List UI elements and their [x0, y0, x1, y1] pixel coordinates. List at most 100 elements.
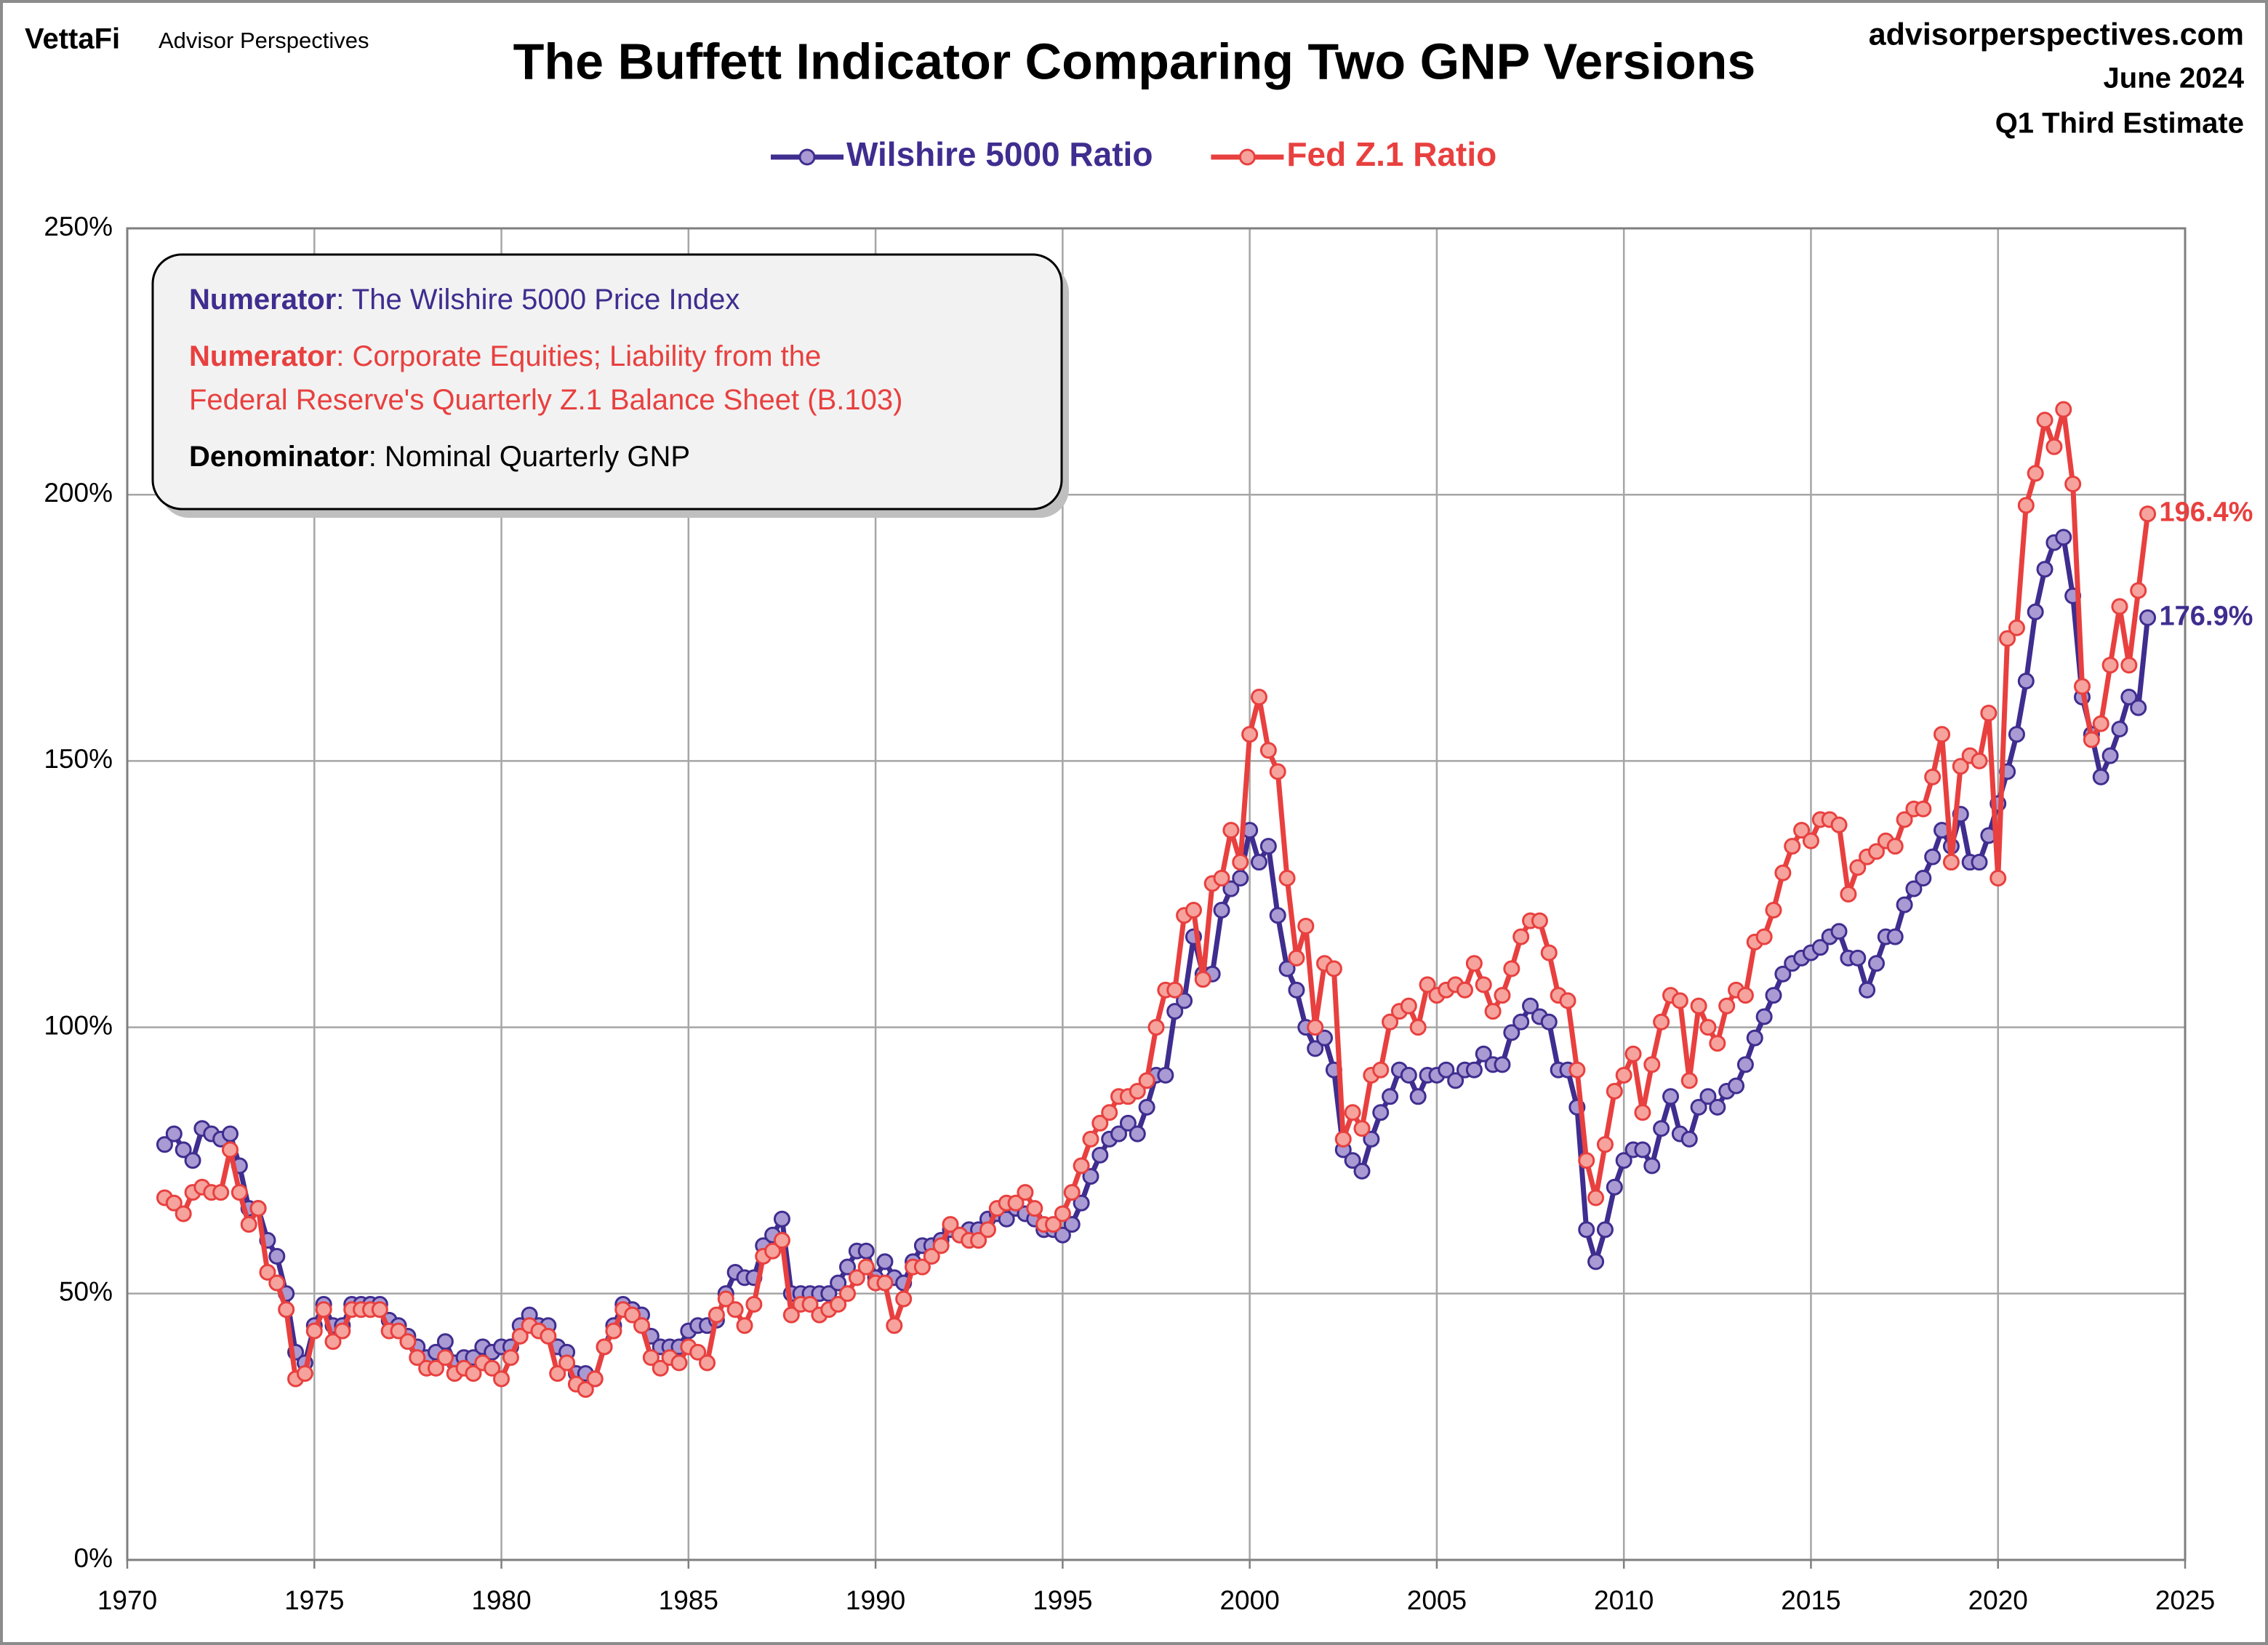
marker: [1091, 1146, 1109, 1164]
marker: [1606, 1178, 1623, 1196]
marker: [1793, 822, 1811, 839]
note-box: Numerator: The Wilshire 5000 Price Index…: [151, 253, 1069, 518]
marker: [1559, 992, 1576, 1009]
marker: [1278, 960, 1296, 977]
legend-label: Wilshire 5000 Ratio: [846, 135, 1153, 173]
marker: [1578, 1221, 1595, 1238]
marker: [1419, 976, 1436, 993]
note-line: Numerator: Corporate Equities; Liability…: [189, 340, 821, 372]
x-tick-label: 1970: [97, 1585, 157, 1615]
legend-marker: [798, 148, 816, 166]
marker: [1334, 1130, 1352, 1148]
marker: [324, 1333, 342, 1350]
marker: [652, 1359, 669, 1377]
marker: [1709, 1035, 1726, 1052]
marker: [830, 1274, 847, 1292]
marker: [249, 1200, 267, 1217]
marker: [1259, 742, 1277, 759]
marker: [1138, 1072, 1155, 1089]
marker: [1269, 763, 1286, 780]
marker: [334, 1322, 351, 1340]
marker: [465, 1365, 482, 1382]
marker: [1307, 1019, 1324, 1036]
marker: [2139, 609, 2157, 626]
marker: [1811, 939, 1829, 956]
note-line: Federal Reserve's Quarterly Z.1 Balance …: [189, 384, 902, 416]
x-tick-label: 2025: [2155, 1585, 2215, 1615]
marker: [1372, 1104, 1390, 1121]
estimate: Q1 Third Estimate: [1995, 108, 2244, 140]
marker: [596, 1338, 613, 1356]
marker: [1382, 1013, 1399, 1030]
marker: [1980, 704, 1997, 721]
marker: [1859, 981, 1876, 998]
marker: [371, 1301, 388, 1318]
marker: [848, 1269, 865, 1286]
marker: [1353, 1120, 1371, 1137]
marker: [1232, 854, 1249, 871]
marker: [428, 1359, 444, 1377]
marker: [1699, 1019, 1717, 1036]
marker: [1989, 870, 2007, 887]
marker: [1830, 816, 1848, 833]
marker: [1363, 1130, 1380, 1148]
marker: [1905, 880, 1923, 897]
marker: [1251, 854, 1267, 871]
marker: [1241, 726, 1259, 743]
series: 196.4%: [156, 401, 2253, 1398]
marker: [2008, 726, 2025, 743]
marker: [268, 1248, 286, 1265]
marker: [1147, 1019, 1165, 1036]
marker: [1802, 832, 1819, 849]
marker: [2027, 465, 2044, 482]
brand: VettaFi: [25, 23, 120, 55]
marker: [773, 1232, 790, 1249]
marker: [1166, 981, 1184, 998]
marker: [1073, 1157, 1090, 1174]
marker: [2074, 678, 2091, 695]
marker: [2036, 412, 2053, 429]
note-line: Denominator: Nominal Quarterly GNP: [189, 441, 690, 473]
marker: [736, 1317, 753, 1334]
chart-title: The Buffett Indicator Comparing Two GNP …: [513, 33, 1756, 89]
marker: [222, 1125, 239, 1142]
marker: [605, 1322, 622, 1340]
marker: [2045, 438, 2063, 455]
note-text: : The Wilshire 5000 Price Index: [336, 284, 740, 316]
marker: [2120, 689, 2138, 706]
marker: [315, 1301, 332, 1318]
marker: [1400, 997, 1417, 1014]
marker: [998, 1210, 1015, 1228]
marker: [2064, 476, 2082, 493]
marker: [409, 1349, 426, 1366]
marker: [1596, 1221, 1614, 1238]
marker: [2055, 529, 2072, 546]
marker: [175, 1205, 192, 1222]
marker: [1615, 1152, 1632, 1169]
marker: [165, 1125, 183, 1142]
marker: [1718, 997, 1736, 1014]
marker: [857, 1242, 875, 1260]
marker: [979, 1221, 996, 1238]
marker: [1924, 848, 1942, 865]
marker: [1316, 1029, 1334, 1046]
marker: [1868, 843, 1885, 860]
site: advisorperspectives.com: [1869, 17, 2244, 52]
marker: [1344, 1104, 1361, 1121]
marker: [1091, 1114, 1109, 1132]
marker: [1680, 1072, 1698, 1089]
marker: [1409, 1088, 1427, 1105]
x-tick-label: 1980: [471, 1585, 531, 1615]
marker: [895, 1290, 913, 1308]
legend-item: Wilshire 5000 Ratio: [771, 135, 1153, 173]
y-tick-label: 200%: [44, 478, 113, 508]
marker: [820, 1285, 838, 1302]
marker: [923, 1248, 940, 1265]
marker: [549, 1365, 566, 1382]
marker: [1690, 1098, 1707, 1116]
marker: [726, 1301, 744, 1318]
marker: [1465, 1061, 1483, 1078]
marker: [1765, 987, 1782, 1004]
x-tick-label: 1990: [846, 1585, 905, 1615]
